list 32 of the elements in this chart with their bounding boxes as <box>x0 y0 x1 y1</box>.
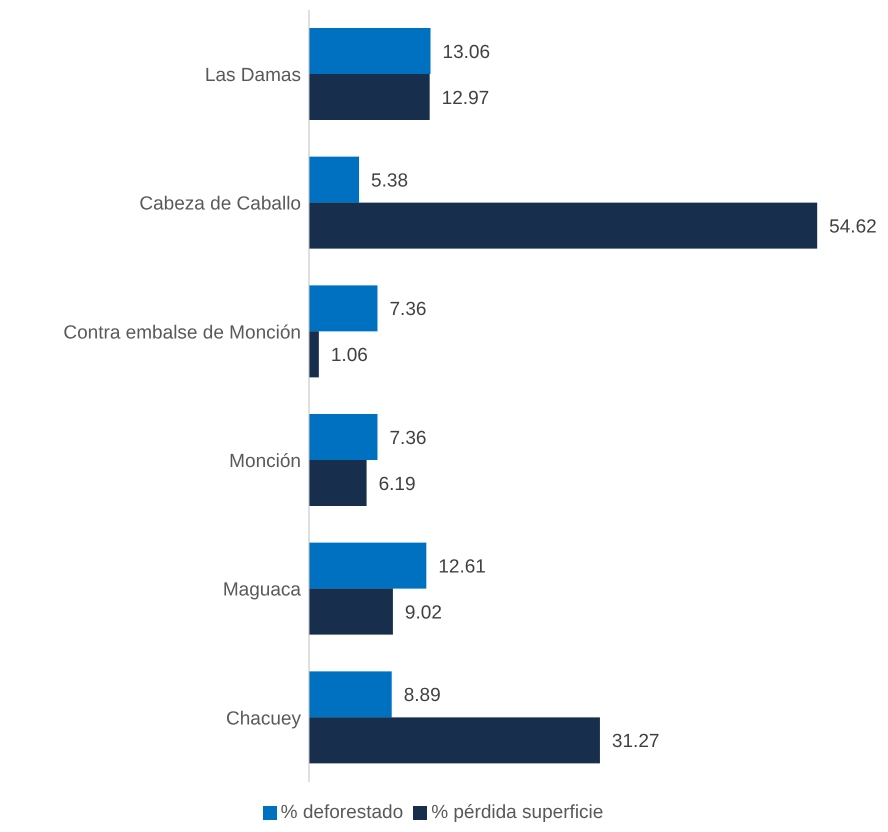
bar <box>309 414 378 460</box>
data-label: 5.38 <box>371 170 408 192</box>
bar <box>309 74 430 120</box>
bar <box>309 331 319 378</box>
data-label: 8.89 <box>404 685 441 706</box>
legend-label: % deforestado <box>280 802 404 823</box>
bar <box>309 156 360 203</box>
data-label: 7.36 <box>389 428 426 449</box>
y-tick-label: Las Damas <box>204 65 301 86</box>
bar <box>309 202 818 249</box>
data-label: 31.27 <box>612 731 660 752</box>
y-tick-label: Chacuey <box>226 708 302 730</box>
data-label: 12.61 <box>438 556 486 578</box>
y-tick-label: Cabeza de Caballo <box>139 194 301 215</box>
data-label: 54.62 <box>829 216 877 238</box>
data-label: 13.06 <box>442 42 490 63</box>
data-label: 1.06 <box>330 345 368 366</box>
data-label: 7.36 <box>389 299 426 320</box>
bar <box>309 542 426 589</box>
bar <box>309 717 600 764</box>
y-tick-label: Maguaca <box>222 580 302 601</box>
y-tick-label: Monción <box>229 451 301 472</box>
bar <box>309 460 367 506</box>
y-tick-label: Contra embalse de Monción <box>63 322 301 344</box>
bar <box>309 285 378 332</box>
bar <box>309 671 392 718</box>
data-label: 9.02 <box>404 602 442 624</box>
data-label: 12.97 <box>442 88 490 109</box>
bar <box>309 28 431 74</box>
data-label: 6.19 <box>378 474 416 495</box>
legend-label: % pérdida superficie <box>431 802 604 823</box>
bar <box>309 588 393 635</box>
